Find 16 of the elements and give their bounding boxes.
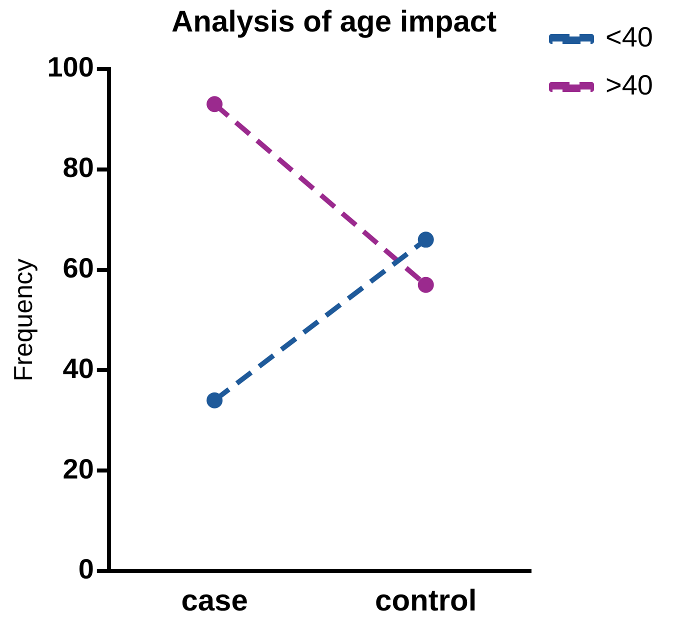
x-tick-label: control bbox=[375, 584, 477, 618]
y-axis-title: Frequency bbox=[8, 258, 38, 382]
point bbox=[418, 276, 434, 293]
y-tick-label: 40 bbox=[62, 352, 94, 384]
y-tick-label: 80 bbox=[62, 152, 94, 184]
x-tick-label: case bbox=[181, 584, 248, 618]
chart-title: Analysis of age impact bbox=[171, 5, 497, 38]
point bbox=[206, 392, 223, 408]
point bbox=[206, 96, 223, 112]
legend-label: >40 bbox=[606, 70, 654, 101]
y-tick-label: 100 bbox=[47, 52, 94, 83]
y-tick-label: 60 bbox=[62, 252, 94, 284]
point bbox=[418, 232, 434, 248]
y-tick-label: 0 bbox=[78, 554, 94, 585]
legend-label: <40 bbox=[606, 22, 654, 53]
y-tick-label: 20 bbox=[62, 453, 94, 484]
